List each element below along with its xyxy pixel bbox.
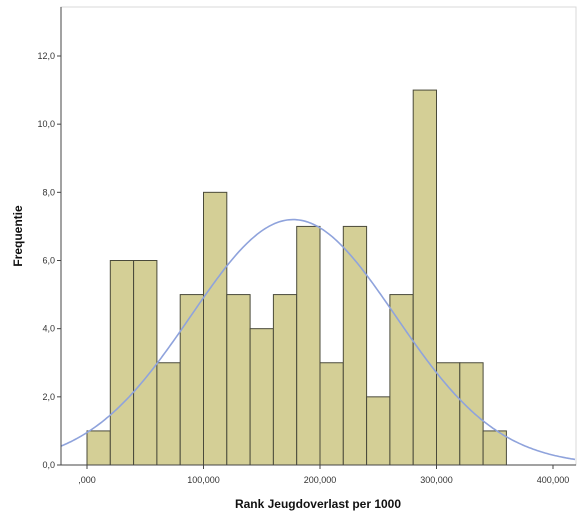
histogram-bar [133, 260, 158, 466]
x-tick-label: 300,000 [420, 475, 453, 485]
histogram-bar [86, 430, 111, 466]
normal-curve [60, 218, 576, 461]
histogram-bar [156, 362, 181, 466]
histogram-bar [203, 191, 228, 466]
y-tick-label: 8,0 [42, 187, 55, 197]
histogram-bar [296, 225, 321, 466]
y-ticks-group: 0,0 2,0 4,0 6,0 8,0 10,0 12,0 [37, 51, 61, 470]
x-ticks-group: ,000 100,000 200,000 300,000 400,000 [78, 465, 569, 485]
x-tick-label: ,000 [78, 475, 96, 485]
y-tick-label: 0,0 [42, 460, 55, 470]
histogram-bar [482, 430, 507, 466]
bars-group [86, 89, 507, 466]
histogram-bar [366, 396, 391, 466]
x-tick-label: 100,000 [187, 475, 220, 485]
y-tick-label: 2,0 [42, 392, 55, 402]
y-tick-label: 12,0 [37, 51, 55, 61]
y-tick-label: 4,0 [42, 324, 55, 334]
histogram-bar [109, 260, 135, 466]
histogram-bar [389, 294, 414, 466]
x-tick-label: 200,000 [304, 475, 337, 485]
x-axis-title: Rank Jeugdoverlast per 1000 [235, 497, 401, 511]
histogram-bar [179, 294, 204, 466]
histogram-bar [272, 294, 298, 466]
histogram-bar [412, 89, 438, 466]
histogram-bar [249, 328, 274, 466]
histogram-bar [226, 294, 251, 466]
histogram-bar [459, 362, 484, 466]
histogram-bar [342, 225, 368, 466]
x-tick-label: 400,000 [537, 475, 570, 485]
y-axis-title: Frequentie [11, 205, 25, 267]
y-tick-label: 6,0 [42, 256, 55, 266]
histogram-bar [319, 362, 344, 466]
y-tick-label: 10,0 [37, 119, 55, 129]
